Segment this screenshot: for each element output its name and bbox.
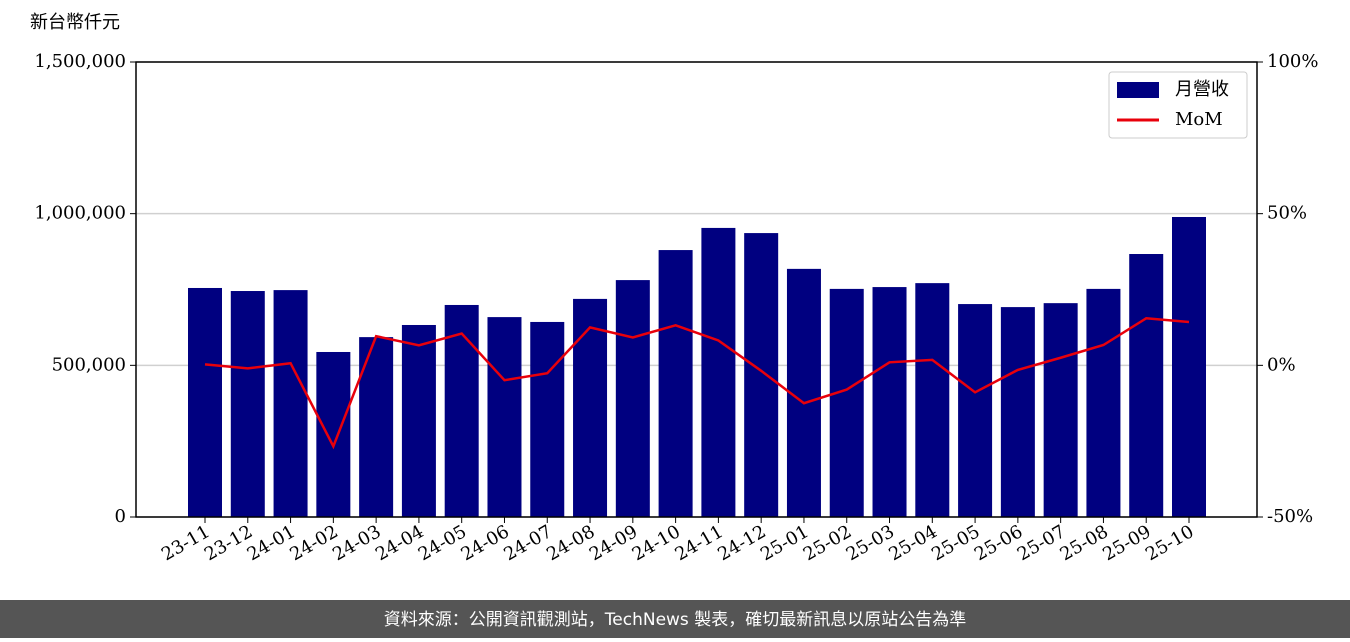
bar (915, 283, 950, 517)
x-tick-label: 25-08 (1056, 521, 1111, 565)
y-axis-label: 新台幣仟元 (30, 12, 120, 33)
x-tick-label: 24-01 (244, 521, 299, 565)
x-tick-label: 23-11 (158, 521, 213, 565)
bar (615, 280, 650, 517)
y-tick-label: 1,000,000 (34, 203, 126, 224)
x-tick-label: 23-12 (201, 521, 256, 565)
x-tick-label: 24-06 (458, 521, 513, 565)
bar (401, 324, 436, 517)
y2-tick-label: 0% (1267, 354, 1296, 375)
x-tick-label: 25-02 (800, 521, 855, 565)
mom-line (204, 317, 1190, 450)
legend-label: MoM (1175, 109, 1223, 130)
bar (1129, 254, 1164, 517)
bar (316, 351, 351, 517)
source-note: 資料來源：公開資訊觀測站，TechNews 製表，確切最新訊息以原站公告為準 (384, 610, 966, 630)
x-tick-label: 25-05 (928, 521, 983, 565)
legend-label: 月營收 (1175, 79, 1229, 100)
bar (530, 321, 565, 517)
bar (444, 304, 479, 517)
x-tick-label: 24-03 (329, 521, 384, 565)
bar (829, 288, 864, 517)
x-tick-label: 24-10 (629, 521, 684, 565)
bar (273, 290, 308, 517)
x-tick-label: 25-03 (843, 521, 898, 565)
x-tick-label: 24-11 (671, 521, 726, 565)
legend-swatch (1117, 82, 1159, 98)
bar (573, 298, 608, 517)
x-tick-label: 25-04 (885, 521, 940, 565)
bar (1000, 307, 1035, 517)
bar (230, 291, 265, 517)
x-tick-label: 25-01 (757, 521, 812, 565)
x-tick-label: 24-08 (543, 521, 598, 565)
bar (744, 233, 779, 517)
plot-frame (135, 61, 1258, 518)
y2-tick-label: -50% (1267, 506, 1313, 527)
bar (188, 287, 222, 517)
x-tick-label: 24-12 (714, 521, 769, 565)
bar (1172, 217, 1206, 517)
bar (658, 250, 693, 518)
x-tick-label: 24-09 (586, 521, 641, 565)
y2-tick-label: 100% (1267, 51, 1318, 72)
x-tick-label: 24-02 (286, 521, 341, 565)
x-tick-label: 25-10 (1142, 521, 1197, 565)
footer-bar (0, 600, 1350, 638)
bar (487, 317, 522, 517)
y2-tick-label: 50% (1267, 203, 1307, 224)
bar (1086, 288, 1121, 517)
x-tick-label: 24-07 (500, 521, 555, 565)
x-tick-label: 24-04 (372, 521, 427, 565)
x-tick-label: 25-06 (971, 521, 1026, 565)
bar (958, 304, 993, 517)
y-tick-label: 0 (115, 506, 126, 527)
x-tick-label: 24-05 (415, 521, 470, 565)
bar (1043, 303, 1078, 517)
x-tick-label: 25-09 (1099, 521, 1154, 565)
y-tick-label: 1,500,000 (34, 51, 126, 72)
bar (786, 268, 821, 517)
y-tick-label: 500,000 (52, 354, 126, 375)
bar (872, 287, 907, 517)
bar (701, 227, 736, 517)
x-tick-label: 25-07 (1014, 521, 1069, 565)
